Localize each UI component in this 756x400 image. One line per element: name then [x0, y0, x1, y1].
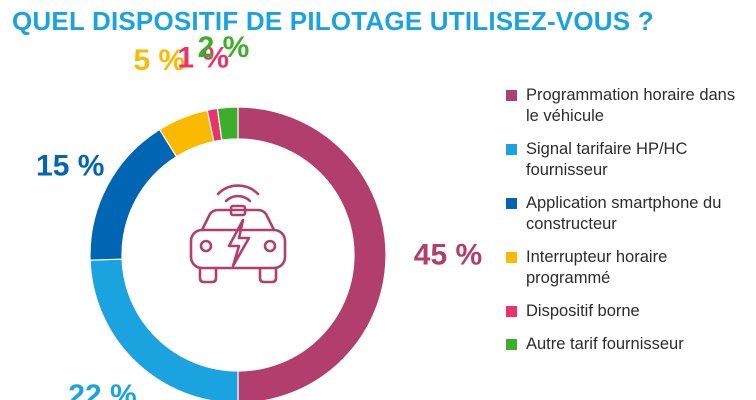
legend-swatch [506, 339, 517, 350]
donut-ring [89, 106, 387, 400]
legend-label: Signal tarifaire HP/HC fournisseur [526, 140, 688, 179]
slice-label-application-smartphone-du-constructeur: 15 % [36, 149, 104, 182]
legend-item-dispositif-borne: Dispositif borne [506, 301, 751, 322]
legend-label: Dispositif borne [526, 302, 640, 320]
chart-title: QUEL DISPOSITIF DE PILOTAGE UTILISEZ-VOU… [12, 6, 654, 36]
legend-item-autre-tarif-fournisseur: Autre tarif fournisseur [506, 334, 751, 355]
legend-label: Programmation horaire dans le véhicule [526, 86, 736, 125]
legend-item-programmation-horaire-dans-le-vehicule: Programmation horaire dans le véhicule [506, 85, 751, 127]
legend-label: Interrupteur horaire programmé [526, 248, 668, 287]
slice-labels: 45 % 22 % 15 % 5 %1 %2 % [36, 31, 482, 400]
legend-label: Application smartphone du constructeur [526, 194, 722, 233]
slice-label-autre-tarif-fournisseur: 2 % [198, 31, 250, 64]
legend-label: Autre tarif fournisseur [526, 335, 684, 353]
slice-label-dispositif-borne: 1 % [177, 42, 229, 75]
legend-swatch [506, 252, 517, 263]
legend-item-application-smartphone-du-constructeur: Application smartphone du constructeur [506, 193, 751, 235]
legend-swatch [506, 306, 517, 317]
slice-label-signal-tarifaire-hp-hc-fournisseur: 22 % [68, 379, 136, 400]
legend-item-signal-tarifaire-hp-hc-fournisseur: Signal tarifaire HP/HC fournisseur [506, 139, 751, 181]
slice-label-interrupteur-horaire-programme: 5 % [133, 44, 185, 77]
legend-item-interrupteur-horaire-programme: Interrupteur horaire programmé [506, 247, 751, 289]
legend: Programmation horaire dans le véhicule Si… [506, 85, 751, 367]
legend-swatch [506, 144, 517, 155]
donut-chart: 45 % 22 % 15 % 5 %1 %2 % [36, 31, 482, 400]
slice-label-programmation-horaire-dans-le-vehicule: 45 % [414, 239, 482, 272]
electric-car-icon [189, 184, 287, 284]
legend-swatch [506, 198, 517, 209]
legend-swatch [506, 90, 517, 101]
